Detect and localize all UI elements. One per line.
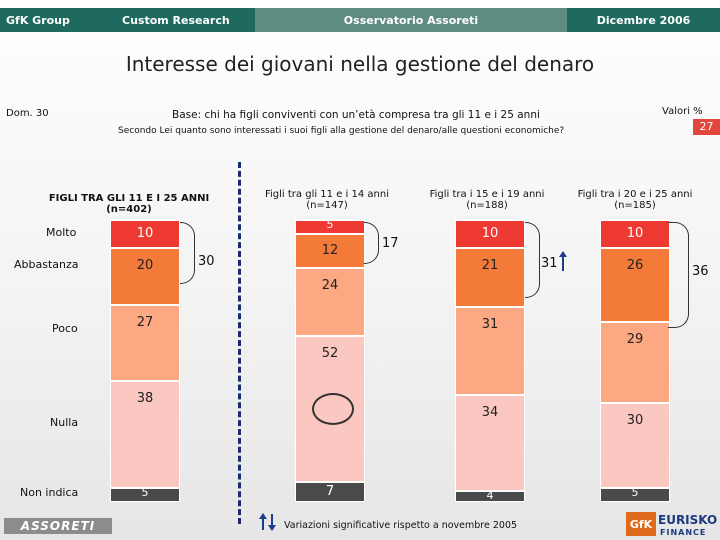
bar-series-1: 5 12 24 52 7 [295,218,365,502]
logo-gfk: GfK [626,512,656,536]
bar-segment-non-indica [110,487,180,502]
bar-segment-poco [295,267,365,336]
header-osservatorio: Osservatorio Assoreti [255,8,567,32]
total-top2-11-14: 17 [382,236,399,251]
bar-segment-abbastanza [455,248,525,308]
bar-value-label: 5 [326,218,334,231]
logo-assoreti: ASSORETI [4,518,112,534]
arrow-up-icon [559,251,567,271]
bar-value-label: 5 [631,485,639,499]
bar-segment-nulla [455,394,525,491]
col-header-11-14: Figli tra gli 11 e i 14 anni (n=147) [252,189,402,211]
row-label-abbastanza: Abbastanza [14,258,79,271]
row-label-non-indica: Non indica [20,486,79,499]
bar-value-label: 20 [136,258,154,274]
bar-series-3: 10 26 29 30 5 [600,220,670,502]
bracket-15-19 [525,222,540,298]
bar-segment-non-indica [455,490,525,502]
bar-segment-molto [600,220,670,249]
bar-value-label: 21 [481,258,499,274]
bar-segment-non-indica [295,482,365,502]
header-gfk-group: GfK Group [0,8,100,32]
bar-value-label: 38 [136,390,154,406]
bar-segment-poco [455,307,525,395]
bar-value-label: 30 [626,413,644,429]
bar-value-label: 10 [626,226,644,242]
col-header-15-19-name: Figli tra i 15 e i 19 anni [429,189,545,200]
base-text: Base: chi ha figli conviventi con un’età… [172,109,540,121]
col-header-all: FIGLI TRA GLI 11 E I 25 ANNI (n=402) [34,193,224,215]
bar-value-label: 29 [626,331,644,347]
row-label-poco: Poco [52,322,78,335]
bar-value-label: 24 [321,277,339,293]
bar-value-label: 12 [321,243,339,259]
bar-value-label: 10 [481,226,499,242]
row-label-molto: Molto [46,226,77,239]
page-title: Interesse dei giovani nella gestione del… [125,52,595,76]
bar-segment-abbastanza [110,248,180,305]
logo-finance: FINANCE [660,528,707,537]
col-header-all-name: FIGLI TRA GLI 11 E I 25 ANNI [48,193,210,204]
bar-value-label: 10 [136,226,154,242]
total-top2-20-25: 36 [692,264,709,279]
bar-value-label: 5 [141,485,149,499]
bar-segment-poco [110,304,180,381]
bar-segment-abbastanza [600,248,670,322]
bar-segment-nulla [600,403,670,488]
col-header-11-14-n: (n=147) [306,200,348,211]
logo-eurisko: EURISKO [658,513,718,527]
valori-badge: 27 [693,119,720,135]
total-top2-all: 30 [198,254,215,269]
col-header-all-n: (n=402) [106,204,152,215]
bar-segment-poco [600,321,670,404]
total-top2-15-19: 31 [541,256,558,271]
row-label-nulla: Nulla [50,416,79,429]
bar-value-label: 4 [486,488,494,502]
col-header-15-19: Figli tra i 15 e i 19 anni (n=188) [412,189,562,211]
col-header-20-25-n: (n=185) [614,200,656,211]
bar-series-0: 10 20 27 38 5 [110,220,180,502]
col-header-11-14-name: Figli tra gli 11 e i 14 anni [265,189,389,200]
col-header-15-19-n: (n=188) [466,200,508,211]
bar-value-label: 27 [136,314,154,330]
bracket-20-25 [668,222,689,328]
bar-value-label: 31 [481,317,499,333]
bar-segment-molto [110,220,180,249]
bar-segment-non-indica [600,487,670,502]
bar-value-label: 26 [626,258,644,274]
divider-line [238,162,241,524]
bar-segment-molto [455,220,525,249]
significance-circle [312,393,354,425]
bar-value-label: 34 [481,404,499,420]
col-header-20-25: Figli tra i 20 e i 25 anni (n=185) [562,189,708,211]
footer-legend-text: Variazioni significative rispetto a nove… [284,520,518,531]
bracket-11-14 [364,222,379,264]
bar-segment-abbastanza [295,234,365,268]
top-bar: GfK Group Custom Research Osservatorio A… [0,0,720,32]
header-custom-research: Custom Research [100,8,255,32]
valori-label: Valori % [662,106,703,117]
question-code: Dom. 30 [6,108,49,119]
significance-arrows-icon [259,513,276,531]
bracket-all [180,222,195,284]
header-date: Dicembre 2006 [567,8,720,32]
bar-value-label: 52 [321,345,339,361]
col-header-20-25-name: Figli tra i 20 e i 25 anni [577,189,693,200]
bar-series-2: 10 21 31 34 4 [455,220,525,502]
bar-segment-nulla [110,380,180,488]
bar-value-label: 7 [325,484,335,500]
question-text: Secondo Lei quanto sono interessati i su… [118,126,565,136]
